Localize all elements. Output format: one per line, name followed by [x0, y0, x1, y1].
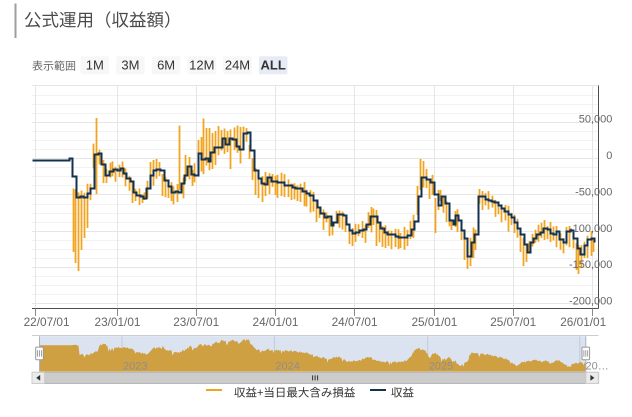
svg-text:50,000: 50,000 — [579, 114, 613, 126]
svg-text:ALL: ALL — [261, 58, 286, 73]
svg-text:2025: 2025 — [429, 360, 453, 372]
svg-text:0: 0 — [606, 150, 612, 162]
svg-text:23/01/01: 23/01/01 — [95, 315, 141, 329]
svg-text:24/01/01: 24/01/01 — [253, 315, 299, 329]
svg-text:25/01/01: 25/01/01 — [411, 315, 457, 329]
svg-text:20…: 20… — [586, 360, 609, 372]
svg-text:24M: 24M — [225, 58, 250, 73]
svg-text:-100,000: -100,000 — [569, 223, 612, 235]
svg-text:24/07/01: 24/07/01 — [332, 315, 378, 329]
svg-text:2023: 2023 — [123, 360, 147, 372]
svg-text:25/07/01: 25/07/01 — [490, 315, 536, 329]
svg-text:-200,000: -200,000 — [569, 296, 612, 308]
svg-text:26/01/01: 26/01/01 — [560, 315, 606, 329]
svg-text:2024: 2024 — [275, 360, 299, 372]
svg-text:-50,000: -50,000 — [575, 186, 612, 198]
svg-text:23/07/01: 23/07/01 — [173, 315, 219, 329]
svg-text:12M: 12M — [189, 58, 214, 73]
svg-text:-150,000: -150,000 — [569, 259, 612, 271]
svg-text:3M: 3M — [121, 58, 139, 73]
svg-text:1M: 1M — [86, 58, 104, 73]
svg-text:6M: 6M — [157, 58, 175, 73]
svg-text:22/07/01: 22/07/01 — [24, 315, 70, 329]
